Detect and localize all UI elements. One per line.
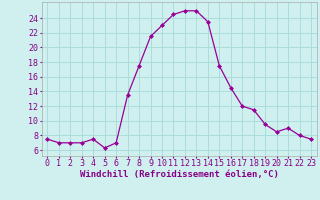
X-axis label: Windchill (Refroidissement éolien,°C): Windchill (Refroidissement éolien,°C) [80,170,279,179]
